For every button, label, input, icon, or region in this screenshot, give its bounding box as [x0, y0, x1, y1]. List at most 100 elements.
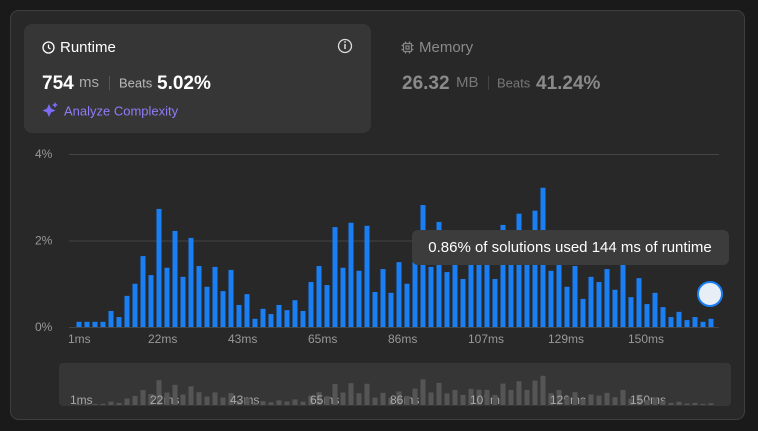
bar	[668, 317, 674, 327]
minimap-bar	[596, 395, 602, 405]
minimap-bar	[116, 402, 122, 405]
minimap-bar	[180, 394, 186, 405]
bar	[196, 266, 202, 327]
bar	[108, 310, 114, 327]
minimap-bar	[284, 401, 290, 405]
minimap-bar	[388, 397, 394, 405]
bar	[204, 286, 210, 327]
bar	[548, 270, 554, 327]
minimap-bar	[92, 403, 98, 405]
bar	[340, 267, 346, 327]
minimap-bar	[124, 398, 130, 405]
runtime-card[interactable]	[24, 24, 371, 133]
bar	[116, 317, 122, 327]
bar	[92, 321, 98, 327]
minimap-bar	[372, 397, 378, 405]
minimap-bar	[268, 402, 274, 405]
minimap-bar	[412, 388, 418, 405]
bar	[260, 308, 266, 327]
minimap-bar	[588, 394, 594, 405]
bar	[236, 304, 242, 327]
y-tick-label: 2%	[35, 234, 53, 248]
bar	[380, 269, 386, 327]
bar	[356, 270, 362, 327]
bar	[212, 266, 218, 327]
minimap-bar	[436, 382, 442, 405]
tooltip	[412, 230, 729, 265]
minimap-bar	[228, 393, 234, 405]
bar	[596, 282, 602, 327]
bar	[604, 269, 610, 327]
minimap-bar	[524, 389, 530, 405]
minimap-bar	[692, 402, 698, 405]
minimap-bar	[500, 383, 506, 405]
minimap-bar	[300, 401, 306, 405]
minimap-bar	[340, 392, 346, 405]
minimap-bar	[476, 389, 482, 405]
bar	[556, 254, 562, 327]
minimap-bar	[140, 390, 146, 405]
minimap-bar	[332, 384, 338, 405]
bar	[180, 276, 186, 327]
minimap-bar	[364, 383, 370, 405]
minimap-tick-label: 150ms	[630, 393, 666, 407]
minimap-bar	[540, 375, 546, 405]
runtime-beats-label: Beats	[119, 75, 153, 90]
minimap-tick-label: 1ms	[70, 393, 93, 407]
x-tick-label: 150ms	[628, 332, 664, 346]
info-icon[interactable]	[337, 38, 353, 54]
tooltip-text: 0.86% of solutions used 144 ms of runtim…	[428, 239, 712, 256]
minimap-bar	[484, 389, 490, 405]
minimap-bar	[84, 403, 90, 405]
minimap-bar	[292, 399, 298, 405]
avatar	[697, 281, 723, 307]
bar	[676, 311, 682, 327]
bar	[140, 256, 146, 327]
memory-label[interactable]: Memory	[419, 39, 474, 56]
minimap-bar	[396, 391, 402, 405]
minimap[interactable]	[59, 363, 731, 406]
bar	[100, 321, 106, 327]
bar	[292, 300, 298, 327]
analyze-link[interactable]: Analyze Complexity	[64, 103, 179, 118]
minimap-bar	[220, 397, 226, 405]
bar	[516, 213, 522, 327]
runtime-label: Runtime	[60, 39, 116, 56]
bar	[372, 291, 378, 327]
bar	[572, 266, 578, 327]
bar	[252, 318, 258, 327]
bar	[500, 224, 506, 327]
bar	[324, 285, 330, 327]
bar	[364, 225, 370, 327]
minimap-bar	[684, 403, 690, 405]
minimap-bar	[660, 400, 666, 405]
minimap-bar	[708, 403, 714, 405]
bar	[636, 278, 642, 327]
minimap-bar	[668, 402, 674, 405]
memory-beats-label: Beats	[497, 75, 531, 90]
bar	[284, 310, 290, 327]
minimap-bar	[196, 392, 202, 405]
bar	[452, 254, 458, 327]
bar	[620, 254, 626, 327]
minimap-bar	[492, 394, 498, 405]
bar	[708, 318, 714, 327]
bar	[348, 222, 354, 327]
minimap-bar	[308, 395, 314, 405]
minimap-bar	[580, 399, 586, 405]
minimap-bar	[516, 381, 522, 405]
minimap-bar	[556, 389, 562, 405]
bar	[644, 304, 650, 327]
bar	[652, 292, 658, 327]
bar	[692, 317, 698, 327]
bar	[76, 321, 82, 327]
bar	[492, 278, 498, 327]
overlay: 0.86% of solutions used 144 ms of runtim…	[412, 230, 729, 307]
bar	[332, 227, 338, 327]
minimap-bar	[604, 392, 610, 405]
y-tick-label: 0%	[35, 320, 53, 334]
bar	[468, 250, 474, 327]
bar	[564, 286, 570, 327]
